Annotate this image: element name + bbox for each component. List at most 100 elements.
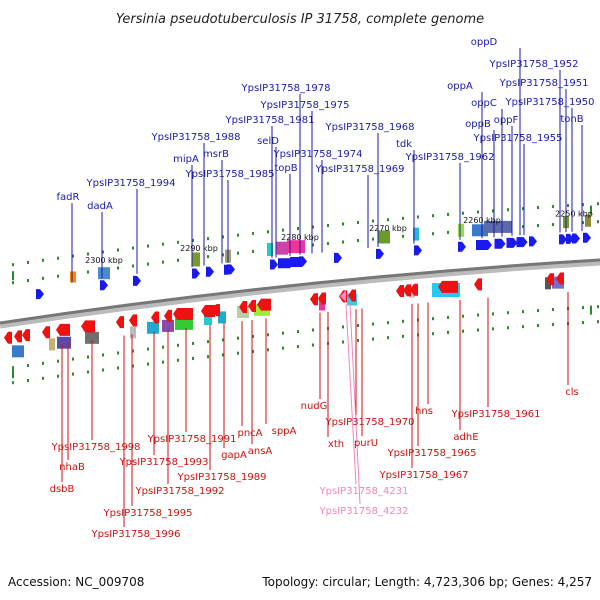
tick-mark [462, 329, 464, 333]
tick-mark [387, 321, 389, 325]
reverse-gene-label-sppa: sppA [272, 426, 297, 437]
tick-mark [477, 313, 479, 317]
genome-backbone [0, 258, 600, 329]
tick-mark [342, 325, 344, 329]
tick-mark [462, 314, 464, 318]
tick-mark [42, 258, 44, 262]
tick-mark [42, 376, 44, 380]
forward-gene-arrow [559, 234, 567, 245]
tick-mark [372, 237, 374, 241]
tick-mark [12, 381, 14, 385]
scale-label: 2290 kbp [180, 244, 218, 253]
tick-mark [162, 242, 164, 246]
feature-box [49, 338, 55, 351]
forward-gene-arrow [299, 256, 307, 267]
tick-mark [402, 234, 404, 238]
tick-mark [582, 306, 584, 310]
feature-box [175, 317, 193, 330]
reverse-gene-arrow [173, 308, 193, 321]
tick-mark [117, 248, 119, 252]
reverse-gene-label-nudg: nudG [301, 401, 328, 412]
tick-mark [177, 258, 179, 262]
reverse-gene-label-xth: xth [328, 439, 344, 450]
tick-mark [432, 332, 434, 336]
tick-mark [72, 372, 74, 376]
tick-mark [357, 221, 359, 225]
reverse-gene-label-ypsip31758-1965: YpsIP31758_1965 [387, 448, 477, 459]
feature-box [458, 223, 464, 237]
tick-mark [207, 255, 209, 259]
forward-gene-arrow [206, 266, 214, 277]
tick-mark [42, 361, 44, 365]
reverse-gene-label-ypsip31758-1993: YpsIP31758_1993 [119, 457, 209, 468]
scale-label: 2280 kbp [281, 233, 319, 242]
feature-box [204, 313, 212, 326]
tick-mark [432, 232, 434, 236]
tick-mark [417, 215, 419, 219]
tick-mark [357, 339, 359, 343]
tick-mark [447, 212, 449, 216]
forward-gene-label-ypsip31758-1981: YpsIP31758_1981 [225, 115, 315, 126]
reverse-gene-label-ypsip31758-1995: YpsIP31758_1995 [103, 508, 193, 519]
forward-gene-label-ypsip31758-1950: YpsIP31758_1950 [505, 97, 595, 108]
tick-mark [12, 281, 14, 285]
scale-label: 2300 kbp [85, 256, 123, 265]
scale-label: 2250 kbp [555, 210, 593, 219]
forward-gene-arrow [334, 252, 342, 263]
reverse-gene-arrow [239, 300, 247, 313]
tick-mark [372, 322, 374, 326]
tick-mark [522, 325, 524, 329]
tick-mark [567, 204, 569, 208]
reverse-gene-label-ypsip31758-1992: YpsIP31758_1992 [135, 486, 225, 497]
tick-mark [207, 237, 209, 241]
reverse-gene-arrow [164, 309, 172, 322]
tick-mark [507, 326, 509, 330]
reverse-gene-arrow [56, 323, 70, 336]
tick-mark [267, 348, 269, 352]
tick-mark [162, 345, 164, 349]
reverse-gene-label-hns: hns [415, 406, 433, 417]
reverse-gene-arrow [212, 304, 220, 317]
tick-mark [132, 246, 134, 250]
reverse-gene-arrow [116, 316, 124, 329]
tick-mark [102, 368, 104, 372]
forward-gene-arrow [376, 248, 384, 259]
leader-line [349, 303, 361, 505]
tick-mark [297, 345, 299, 349]
forward-gene-label-ypsip31758-1975: YpsIP31758_1975 [260, 100, 350, 111]
forward-gene-label-ypsip31758-1985: YpsIP31758_1985 [185, 169, 275, 180]
tick-mark [177, 240, 179, 244]
tick-mark [372, 219, 374, 223]
tick-mark [27, 364, 29, 368]
reverse-gene-label-ypsip31758-1961: YpsIP31758_1961 [451, 409, 541, 420]
scale-label: 2270 kbp [369, 224, 407, 233]
reverse-gene-label-gapa: gapA [221, 450, 247, 461]
tick-mark [207, 340, 209, 344]
tick-mark [492, 312, 494, 316]
tick-mark [552, 308, 554, 312]
tick-mark [87, 252, 89, 256]
tick-mark [327, 223, 329, 227]
reverse-gene-arrow [129, 314, 137, 327]
pseudo-gene-label-ypsip31758-4231: YpsIP31758_4231 [319, 486, 409, 497]
forward-gene-label-ypsip31758-1952: YpsIP31758_1952 [489, 59, 579, 70]
tick-mark [387, 218, 389, 222]
tick-mark [102, 250, 104, 254]
reverse-gene-label-cls: cls [565, 387, 579, 398]
tick-mark [372, 337, 374, 341]
reverse-gene-arrow [14, 330, 22, 343]
reverse-gene-arrow [81, 320, 95, 333]
forward-gene-label-mipa: mipA [173, 154, 199, 165]
feature-box [130, 326, 136, 339]
tick-mark [147, 244, 149, 248]
tick-mark [192, 356, 194, 360]
feature-box [162, 319, 174, 332]
reverse-gene-label-puru: purU [354, 438, 378, 449]
tick-mark [57, 374, 59, 378]
reverse-gene-arrow [396, 285, 404, 297]
forward-gene-arrow [476, 239, 492, 250]
tick-mark [522, 225, 524, 229]
feature-box [70, 271, 76, 283]
tick-mark [432, 317, 434, 321]
